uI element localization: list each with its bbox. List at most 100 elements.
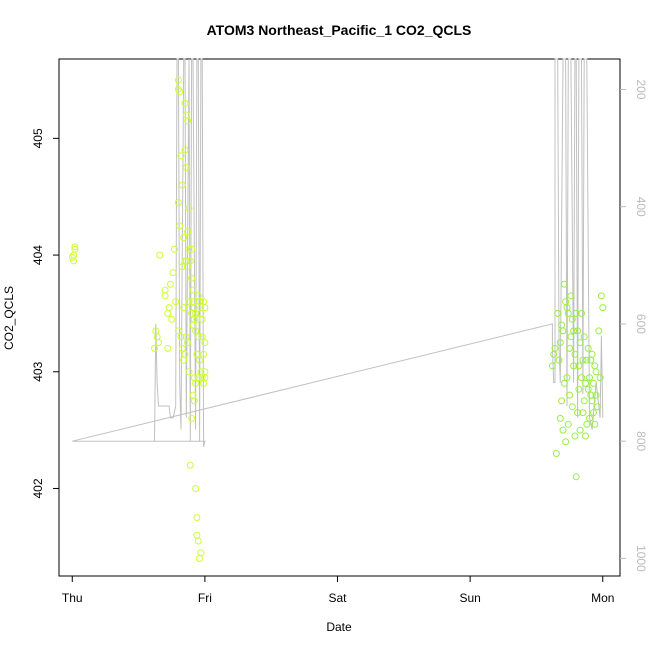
series-1-point	[201, 304, 209, 312]
series-1-point	[181, 350, 189, 358]
x-tick-label: Fri	[198, 591, 212, 605]
series-1-point	[176, 88, 184, 96]
series-1-point	[194, 374, 202, 382]
y2-tick-label: 1000	[634, 545, 648, 572]
y-tick-label: 404	[31, 245, 45, 265]
series-2-point	[550, 350, 558, 358]
series-2-point	[559, 327, 567, 335]
series-1-point	[153, 333, 161, 341]
series-2-point	[582, 432, 589, 440]
series-2-point	[592, 368, 600, 376]
series-2-point	[579, 356, 587, 364]
series-1-point	[181, 146, 189, 154]
series-1-point	[192, 485, 200, 492]
series-2-point	[584, 385, 592, 393]
series-2-point	[572, 309, 580, 317]
series-2-point	[584, 344, 592, 352]
series-2-point	[588, 350, 596, 358]
series-2-point	[580, 397, 588, 405]
series-2-point	[590, 409, 597, 417]
series-1-point	[168, 315, 176, 323]
series-2-point	[595, 327, 603, 335]
series-1-point	[176, 222, 184, 230]
series-1-point	[184, 228, 192, 236]
series-2-point	[554, 309, 562, 317]
series-1-point	[180, 304, 188, 312]
y-tick-label: 405	[31, 128, 45, 148]
series-1-point	[196, 298, 204, 306]
series-1-point	[186, 257, 194, 265]
series-1-point	[178, 344, 186, 352]
series-1-point	[193, 531, 201, 539]
series-2-point	[566, 391, 574, 399]
series-1-point	[188, 414, 196, 422]
series-2-point	[556, 339, 564, 347]
series-1-point	[155, 339, 162, 347]
series-1-point	[193, 514, 201, 522]
series-1-point	[185, 298, 193, 306]
series-1-point	[164, 309, 172, 317]
x-tick-label: Mon	[591, 591, 614, 605]
series-1-point	[184, 117, 192, 125]
series-2-point	[562, 438, 570, 446]
y2-tick-label: 600	[634, 314, 648, 334]
series-2-point	[571, 432, 579, 440]
series-2-point	[597, 292, 605, 300]
series-1-point	[198, 315, 206, 323]
series-1-point	[186, 461, 194, 469]
series-1-point	[70, 257, 78, 265]
series-1-point	[185, 368, 193, 376]
series-2-point	[568, 403, 576, 411]
series-1-point	[169, 269, 177, 277]
series-1-point	[198, 333, 206, 341]
series-2-point	[599, 304, 607, 312]
series-1-point	[166, 280, 174, 288]
series-2-point	[558, 397, 566, 405]
series-2-point	[586, 414, 593, 422]
x-tick-label: Sat	[329, 591, 348, 605]
series-1-point	[193, 315, 201, 323]
series-1-point	[165, 304, 173, 312]
data-points	[68, 76, 607, 562]
series-2-point	[576, 426, 584, 434]
series-1-point	[196, 555, 204, 562]
series-2-point	[576, 339, 584, 347]
series-2-point	[548, 362, 556, 370]
series-2-point	[567, 292, 575, 300]
series-2-point	[575, 362, 583, 370]
series-2-point	[564, 420, 572, 428]
y-axis: 402 403 404 405	[31, 128, 59, 498]
series-1-point	[189, 286, 197, 294]
series-1-point	[200, 350, 208, 358]
series-2-point	[582, 379, 589, 387]
series-2-point	[552, 450, 560, 457]
series-1-point	[172, 298, 180, 306]
series-2-point	[551, 344, 559, 352]
plot-frame	[58, 58, 621, 577]
series-2-point	[570, 362, 578, 370]
series-1-point	[196, 356, 204, 364]
series-1-point	[164, 344, 172, 352]
series-1-point	[182, 164, 190, 171]
x-axis: Thu Fri Sat Sun Mon	[62, 576, 614, 605]
series-1-point	[192, 327, 200, 335]
series-2-point	[594, 403, 601, 411]
series-1-point	[178, 181, 186, 189]
series-1-point	[71, 243, 79, 251]
series-2-point	[563, 374, 571, 382]
series-2-point	[592, 391, 600, 399]
series-1-point	[184, 263, 192, 271]
series-2-point	[558, 321, 566, 329]
series-2-point	[583, 420, 591, 428]
series-2-point	[566, 344, 574, 352]
series-1-point	[174, 327, 182, 335]
series-1-point	[174, 76, 182, 84]
series-1-point	[156, 251, 164, 259]
series-2-point	[572, 473, 580, 481]
series-2-point	[574, 327, 582, 335]
series-1-point	[201, 339, 209, 347]
series-2-point	[591, 420, 599, 428]
series-2-point	[567, 333, 575, 341]
series-1-point	[192, 379, 200, 387]
